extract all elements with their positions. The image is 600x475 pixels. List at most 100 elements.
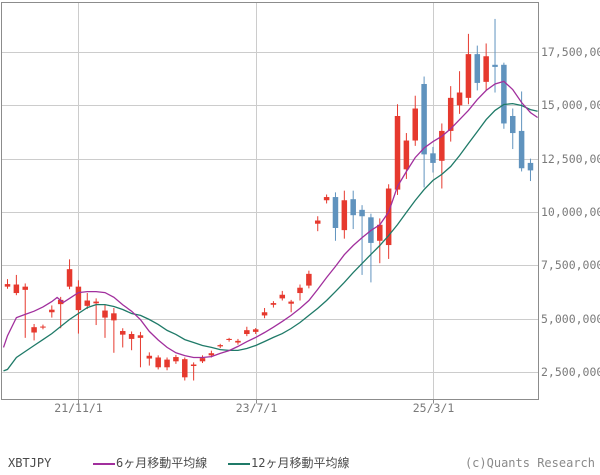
- candle: [217, 343, 223, 349]
- candle-body: [359, 209, 365, 217]
- candle: [270, 301, 277, 308]
- candle-body: [128, 334, 135, 339]
- candle-body: [430, 153, 436, 163]
- candle-body: [501, 64, 507, 124]
- candle: [323, 194, 330, 204]
- candle-body: [341, 200, 348, 231]
- candle-body: [155, 357, 161, 368]
- candle: [492, 18, 498, 93]
- candle: [288, 299, 294, 313]
- candle: [306, 270, 312, 289]
- ma6-line: [2, 80, 538, 359]
- legend-item-ma6: 6ヶ月移動平均線: [93, 452, 207, 474]
- candle-body: [527, 162, 534, 171]
- candle-body: [421, 83, 427, 155]
- y-axis-label: 10,000,000: [541, 205, 600, 219]
- candle: [155, 355, 161, 370]
- candle: [13, 274, 20, 296]
- candle-body: [447, 97, 454, 131]
- gridlines: [1, 2, 539, 400]
- x-axis-label: 21/11/1: [54, 401, 103, 415]
- candle-body: [412, 108, 418, 141]
- candle-body: [252, 329, 259, 332]
- y-axis-label: 2,500,000: [541, 365, 600, 379]
- candle-body: [4, 284, 11, 287]
- y-axis-label: 12,500,000: [541, 152, 600, 166]
- candle: [501, 62, 507, 129]
- candle-body: [49, 309, 55, 313]
- candle-body: [119, 331, 126, 335]
- x-axis-label: 25/3/1: [413, 401, 455, 415]
- candle-body: [279, 294, 286, 299]
- symbol-label: XBTJPY: [8, 456, 52, 470]
- candle: [421, 76, 427, 188]
- candle-body: [244, 330, 250, 335]
- candle-body: [270, 303, 277, 305]
- candle: [119, 328, 126, 348]
- candle: [146, 352, 153, 366]
- candle: [164, 357, 170, 371]
- candle: [377, 218, 383, 264]
- candle-body: [492, 64, 498, 67]
- candle-body: [235, 340, 241, 343]
- candle-body: [111, 313, 117, 321]
- candle: [31, 323, 37, 341]
- candle-body: [439, 130, 445, 161]
- candle: [190, 362, 197, 381]
- candle: [394, 104, 401, 195]
- candle: [279, 290, 286, 301]
- candle: [439, 123, 445, 189]
- candle: [40, 324, 46, 330]
- candle-body: [456, 92, 463, 106]
- candle: [226, 337, 232, 342]
- candle-body: [377, 224, 383, 241]
- candle-body: [137, 335, 144, 338]
- x-axis-label: 23/7/1: [236, 401, 278, 415]
- candle-body: [483, 56, 489, 82]
- candle: [57, 296, 64, 329]
- candle: [128, 331, 135, 351]
- candle: [261, 307, 268, 319]
- candle: [244, 326, 250, 337]
- y-axis-labels: 2,500,000 5,000,000 7,500,000 10,000,000 12,…: [541, 45, 600, 379]
- candle: [173, 354, 179, 364]
- y-axis-label: 15,000,000: [541, 98, 600, 112]
- candle-body: [84, 300, 91, 306]
- y-axis-label: 7,500,000: [541, 258, 600, 272]
- candle: [509, 108, 516, 150]
- candle-body: [93, 301, 99, 304]
- candle: [4, 279, 11, 289]
- ma12-line-swatch: [228, 462, 250, 465]
- candle-body: [394, 115, 401, 190]
- candle: [368, 213, 374, 283]
- candle-body: [332, 197, 339, 228]
- candle: [314, 216, 321, 232]
- candle-body: [164, 359, 170, 368]
- candle-body: [288, 301, 294, 304]
- candle-body: [13, 284, 20, 294]
- chart-legend: XBTJPY 6ヶ月移動平均線 12ヶ月移動平均線 (c)Quants Rese…: [0, 452, 600, 474]
- candle-body: [465, 54, 472, 98]
- copyright: (c)Quants Research: [464, 456, 595, 470]
- ma12-label: 12ヶ月移動平均線: [251, 456, 350, 470]
- candle-body: [102, 310, 108, 318]
- candle: [297, 284, 303, 301]
- candle-body: [22, 286, 28, 290]
- candle-body: [173, 357, 179, 362]
- candle-body: [66, 269, 73, 287]
- y-axis-label: 5,000,000: [541, 312, 600, 326]
- candle: [102, 304, 108, 338]
- candle-body: [261, 312, 268, 316]
- candle-body: [350, 199, 356, 216]
- candle: [465, 33, 472, 105]
- candle-body: [323, 197, 330, 201]
- candle-body: [403, 140, 410, 170]
- candle: [235, 338, 241, 345]
- candle-body: [199, 358, 206, 362]
- candle: [447, 86, 454, 142]
- candle-body: [509, 115, 516, 134]
- candle: [93, 298, 99, 326]
- candle: [332, 192, 339, 241]
- candle: [527, 158, 534, 182]
